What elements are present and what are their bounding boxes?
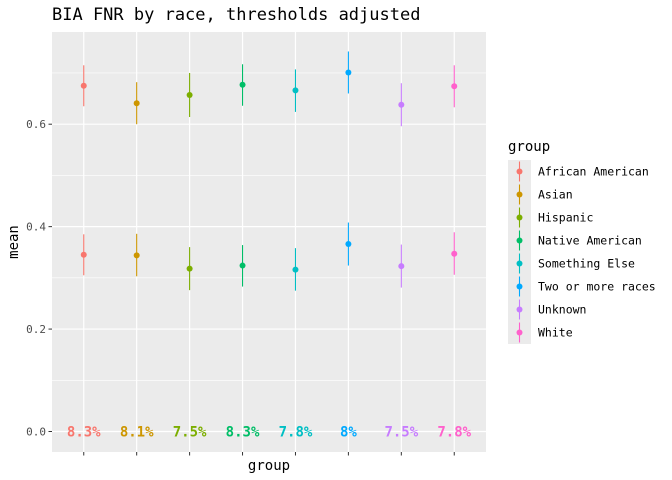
y-axis-title: mean bbox=[6, 225, 22, 259]
legend-key-point bbox=[516, 191, 523, 198]
legend-key-point bbox=[516, 329, 523, 336]
legend-label: Asian bbox=[538, 188, 573, 202]
y-axis: 0.0 0.2 0.4 0.6 bbox=[26, 118, 52, 439]
point-lower bbox=[186, 265, 193, 272]
y-tick-label: 0.4 bbox=[26, 221, 46, 234]
x-axis bbox=[83, 452, 455, 456]
point-upper bbox=[186, 92, 193, 98]
data-marks: 8.3% 8.1% 7.5% 8.3% 7.8% 8% 7.5% 7.8% bbox=[67, 51, 472, 441]
y-tick-label: 0.2 bbox=[26, 323, 46, 336]
chart-title: BIA FNR by race, thresholds adjusted bbox=[52, 5, 420, 25]
percent-label: 7.8% bbox=[437, 425, 471, 441]
percent-label: 8% bbox=[340, 425, 357, 441]
point-upper bbox=[345, 69, 352, 76]
legend-key-point bbox=[516, 260, 523, 267]
point-lower bbox=[292, 266, 299, 273]
point-lower bbox=[133, 252, 140, 259]
percent-label: 8.3% bbox=[226, 425, 260, 441]
x-axis-title: group bbox=[248, 458, 290, 474]
point-lower bbox=[451, 250, 458, 257]
point-upper bbox=[292, 87, 299, 94]
legend-items: African American Asian Hispanic Native Amer… bbox=[508, 160, 656, 344]
percent-label: 8.3% bbox=[67, 425, 101, 441]
point-upper bbox=[451, 83, 458, 90]
percent-label: 8.1% bbox=[120, 425, 154, 441]
legend-label: White bbox=[538, 326, 573, 340]
point-lower bbox=[80, 251, 87, 258]
y-tick-label: 0.0 bbox=[26, 426, 46, 439]
point-upper bbox=[239, 81, 246, 88]
legend-item: Asian bbox=[508, 183, 573, 206]
point-lower bbox=[239, 262, 246, 269]
legend-key-point bbox=[516, 168, 523, 175]
percent-label: 7.8% bbox=[279, 425, 313, 441]
legend-key-point bbox=[516, 283, 523, 290]
point-lower bbox=[345, 241, 352, 248]
point-upper bbox=[80, 82, 87, 89]
legend-label: Native American bbox=[538, 234, 642, 248]
point-upper bbox=[398, 101, 405, 108]
legend-item: Hispanic bbox=[508, 206, 593, 229]
legend-item: White bbox=[508, 321, 573, 344]
legend-label: Hispanic bbox=[538, 211, 593, 225]
plot-panel bbox=[52, 32, 486, 452]
legend: group African American Asian Hispanic Nativ… bbox=[508, 139, 656, 344]
legend-item: Unknown bbox=[508, 298, 586, 321]
percent-label: 7.5% bbox=[384, 425, 418, 441]
point-upper bbox=[133, 100, 140, 107]
legend-label: Something Else bbox=[538, 257, 635, 271]
legend-label: Unknown bbox=[538, 303, 586, 317]
legend-label: African American bbox=[538, 165, 649, 179]
legend-item: Native American bbox=[508, 229, 642, 252]
point-lower bbox=[398, 263, 405, 270]
legend-key-point bbox=[516, 306, 523, 313]
legend-item: African American bbox=[508, 160, 649, 183]
legend-key-point bbox=[516, 237, 523, 244]
percent-label: 7.5% bbox=[173, 425, 207, 441]
y-tick-label: 0.6 bbox=[26, 118, 46, 131]
legend-item: Two or more races bbox=[508, 275, 656, 298]
legend-label: Two or more races bbox=[538, 280, 656, 294]
legend-item: Something Else bbox=[508, 252, 635, 275]
legend-title: group bbox=[508, 139, 550, 155]
legend-key-point bbox=[516, 214, 523, 221]
